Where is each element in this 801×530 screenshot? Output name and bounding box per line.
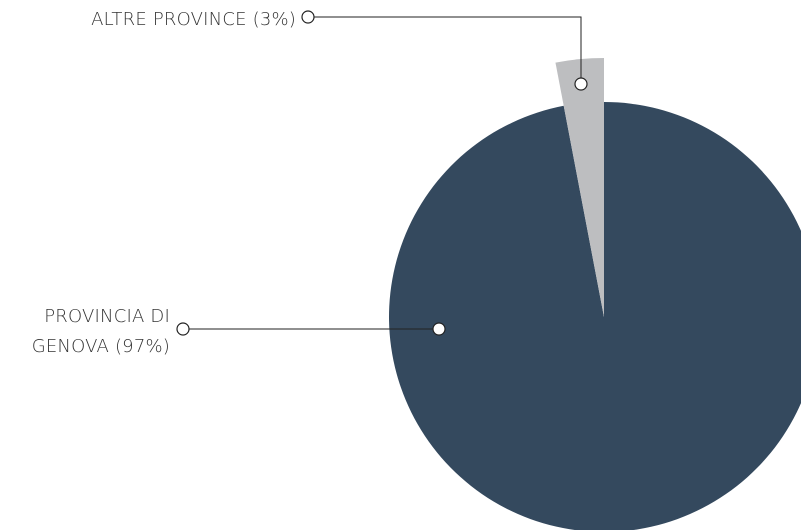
pie-slice (555, 58, 604, 317)
leader-dot (176, 322, 190, 336)
leader-dot (432, 322, 446, 336)
slice-label: ALTRE PROVINCE (3%) (91, 9, 296, 30)
pie-slice (389, 102, 801, 530)
leader-dot (574, 77, 588, 91)
leader-line (314, 16, 582, 78)
leader-dot (301, 10, 315, 24)
slice-label: PROVINCIA DI GENOVA (97%) (31, 306, 170, 357)
